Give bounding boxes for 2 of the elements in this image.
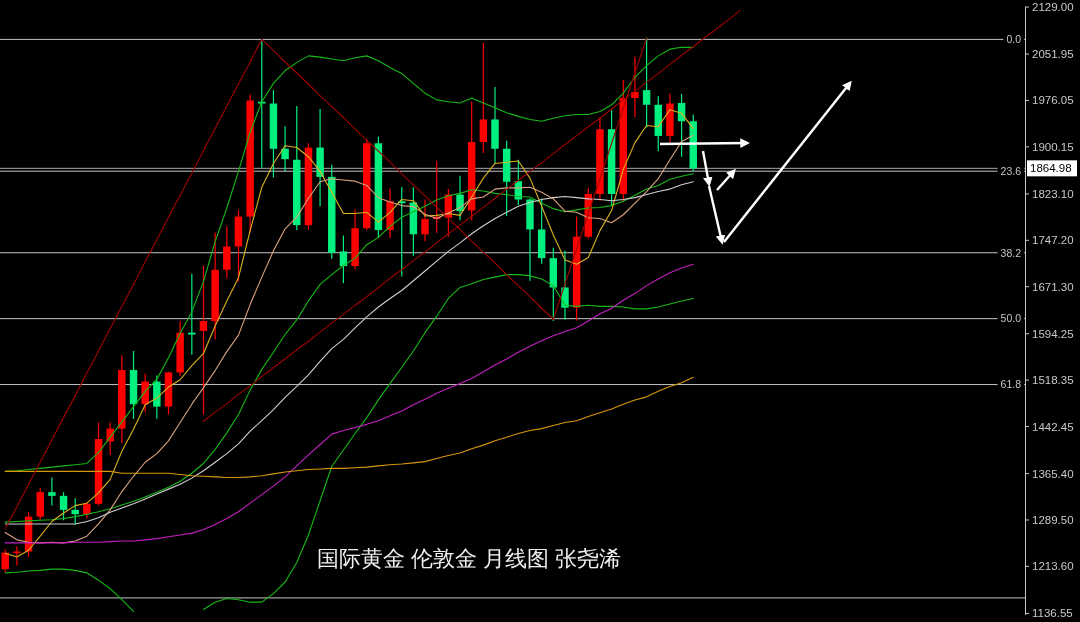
caption: 国际黄金 伦敦金 月线图 张尧浠	[316, 546, 621, 571]
ref-line-label: 1864.98	[1030, 162, 1072, 175]
